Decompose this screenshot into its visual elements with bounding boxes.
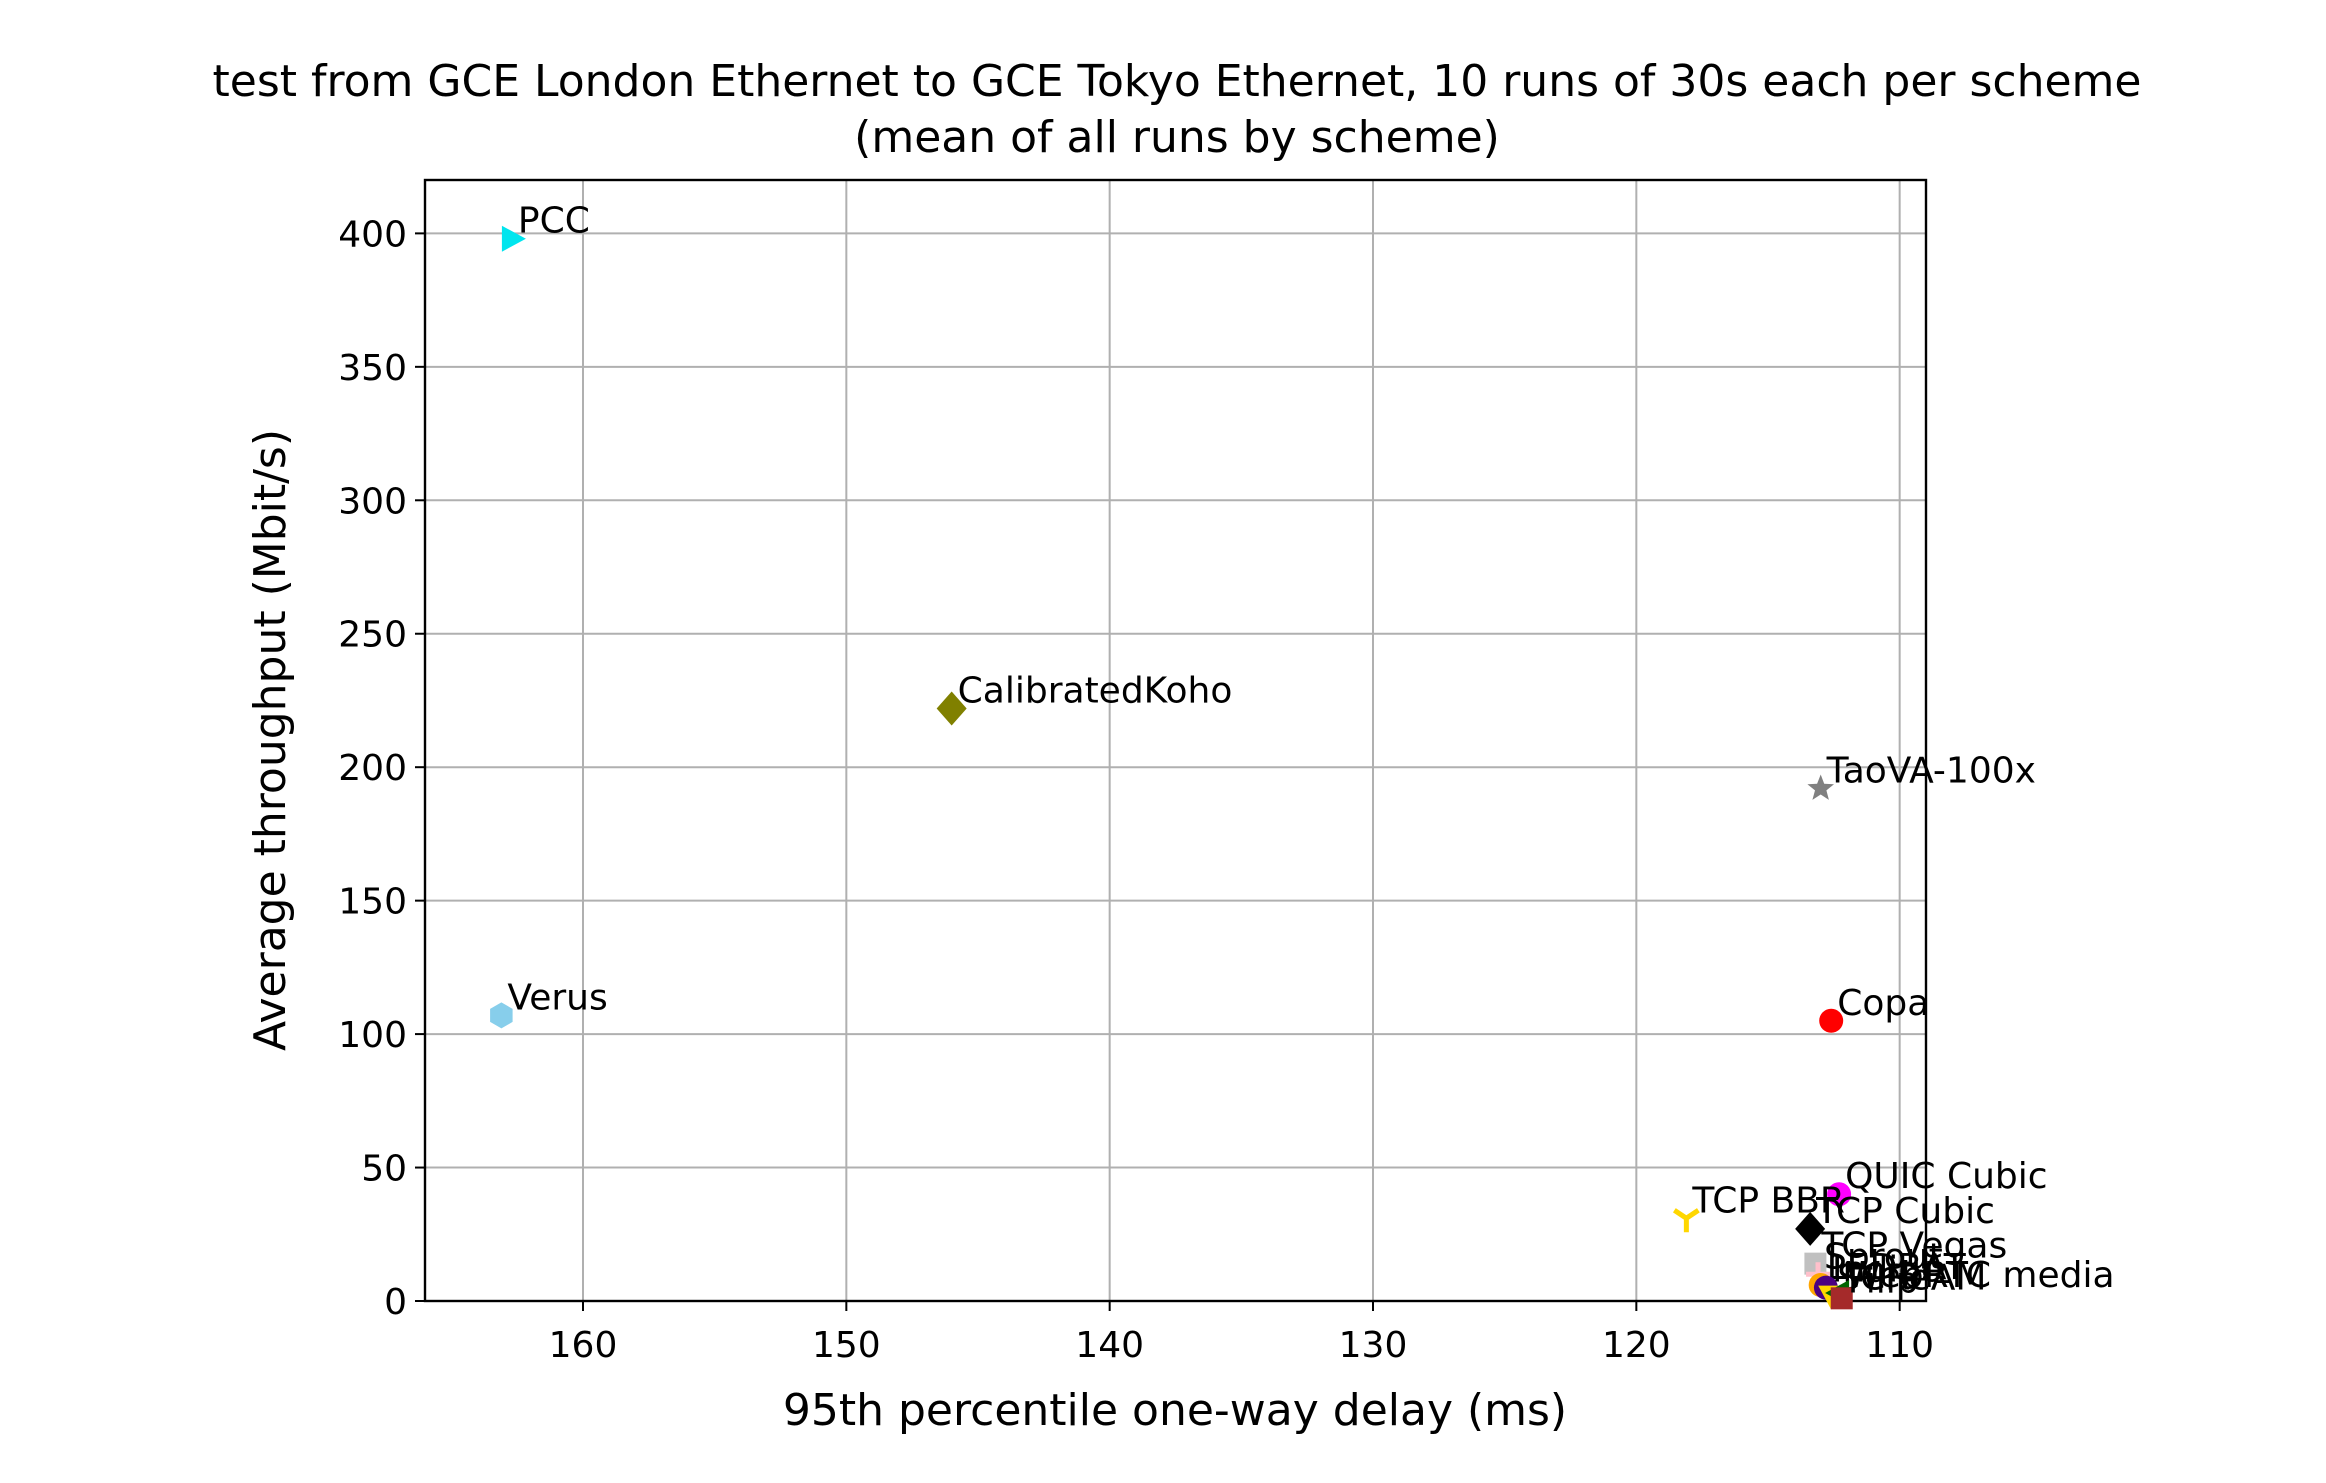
point-marker xyxy=(501,225,526,252)
y-tick-label: 350 xyxy=(338,348,407,389)
data-point: LEDBAT xyxy=(1808,1247,1967,1297)
point-label: CalibratedKoho xyxy=(958,670,1233,711)
point-label: SCReAM xyxy=(1837,1258,1986,1299)
y-tick-label: 100 xyxy=(338,1015,407,1056)
data-point: TaoVA-100x xyxy=(1807,751,2036,800)
chart-title: test from GCE London Ethernet to GCE Tok… xyxy=(213,56,2142,107)
x-tick-label: 110 xyxy=(1865,1325,1934,1366)
y-tick-label: 250 xyxy=(338,615,407,656)
point-label: TCP Vegas xyxy=(1820,1226,2007,1267)
data-point: QUIC Cubic xyxy=(1827,1156,2048,1207)
point-marker xyxy=(1827,1182,1852,1207)
data-point: Indigo xyxy=(1813,1250,1943,1300)
y-tick-label: 200 xyxy=(338,748,407,789)
y-tick-label: 0 xyxy=(384,1282,407,1323)
point-marker xyxy=(1804,1252,1827,1275)
point-label: TCP Cubic xyxy=(1815,1191,1995,1232)
point-label: Copa xyxy=(1837,983,1929,1024)
point-label: Fillp xyxy=(1848,1260,1919,1301)
plot-area-frame xyxy=(423,178,1928,1303)
point-label: Verus xyxy=(507,977,607,1018)
data-point: PCC xyxy=(501,201,590,252)
point-label: TaoVA-100x xyxy=(1826,751,2036,792)
x-tick-label: 130 xyxy=(1339,1325,1408,1366)
point-label: QUIC Cubic xyxy=(1845,1156,2047,1197)
point-marker xyxy=(1819,1008,1844,1033)
y-tick-label: 300 xyxy=(338,481,407,522)
point-marker xyxy=(1830,1287,1853,1310)
point-label: Indigo xyxy=(1832,1250,1943,1291)
y-tick-label: 50 xyxy=(361,1149,407,1190)
point-marker xyxy=(490,1002,513,1029)
y-axis-ticks: 0 50 100 150 200 250 300 350 400 xyxy=(338,214,425,1323)
data-point: Sprout xyxy=(1806,1236,1943,1287)
data-point: CalibratedKoho xyxy=(936,670,1233,726)
y-tick-label: 400 xyxy=(338,214,407,255)
data-point: Fillp xyxy=(1830,1260,1919,1310)
data-point: TCP Cubic xyxy=(1795,1191,1995,1246)
data-point: TCP Vegas xyxy=(1804,1226,2007,1275)
chart-subtitle: (mean of all runs by scheme) xyxy=(854,112,1500,163)
point-label: LEDBAT xyxy=(1827,1247,1967,1288)
data-point: SCReAM xyxy=(1818,1258,1986,1310)
point-marker xyxy=(1795,1211,1826,1246)
x-tick-label: 120 xyxy=(1602,1325,1671,1366)
data-points: PCC CalibratedKoho TaoVA-100x Verus Copa QUIC… xyxy=(490,201,2115,1310)
point-marker xyxy=(1672,1208,1700,1233)
x-tick-label: 150 xyxy=(812,1325,881,1366)
data-point: Verus xyxy=(490,977,608,1029)
x-tick-label: 160 xyxy=(549,1325,618,1366)
point-label: PCC xyxy=(518,201,590,242)
y-axis-label: Average throughput (Mbit/s) xyxy=(245,429,296,1051)
y-tick-label: 150 xyxy=(338,882,407,923)
x-tick-label: 140 xyxy=(1075,1325,1144,1366)
x-axis-label: 95th percentile one-way delay (ms) xyxy=(783,1385,1567,1436)
grid-lines xyxy=(425,180,1926,1302)
point-label: Sprout xyxy=(1824,1236,1943,1277)
data-point: Copa xyxy=(1819,983,1929,1033)
point-marker xyxy=(936,691,967,726)
x-axis-ticks: 160 150 140 130 120 110 xyxy=(549,1301,1934,1366)
data-point: TCP BBR xyxy=(1672,1180,1845,1233)
point-marker xyxy=(1807,774,1834,800)
point-label: TCP BBR xyxy=(1691,1180,1845,1221)
point-label: WebRTC media xyxy=(1845,1255,2114,1296)
